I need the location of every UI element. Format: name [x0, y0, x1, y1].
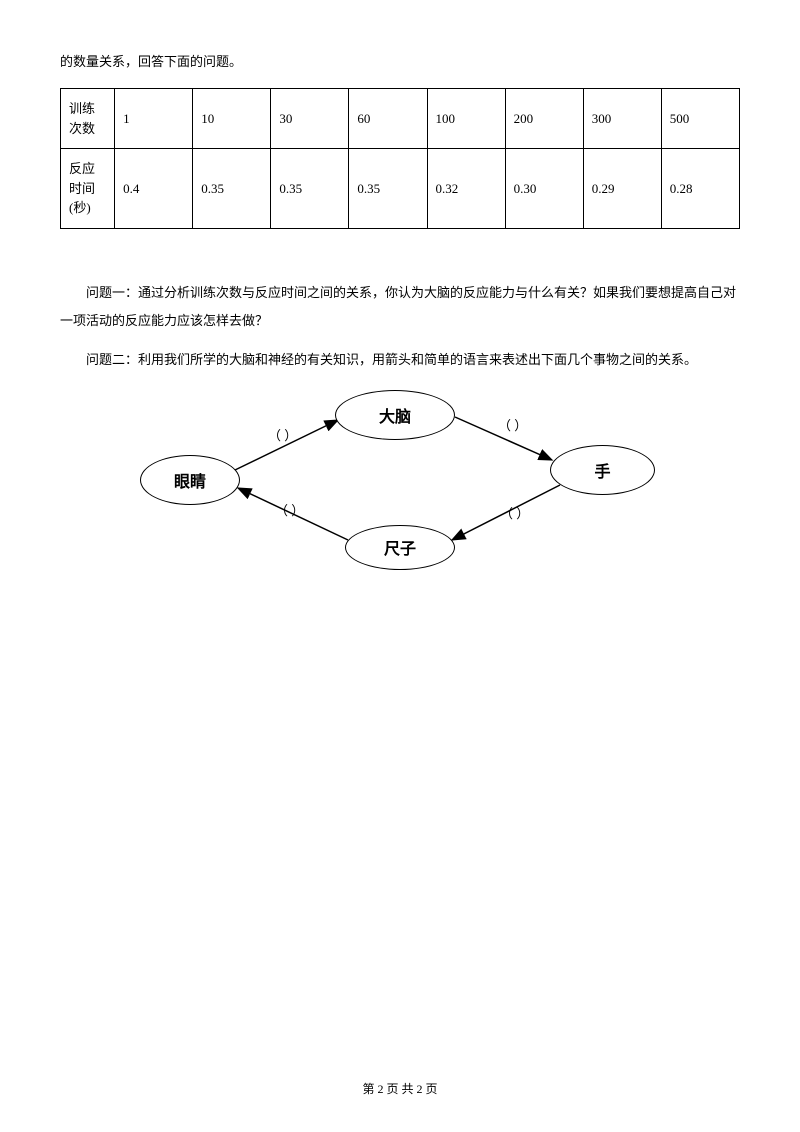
node-eye: 眼睛: [140, 455, 240, 505]
blank-ruler-eye: （ ）: [275, 500, 304, 519]
blank-hand-ruler: （ ）: [500, 503, 529, 522]
table-row: 反应时间(秒) 0.4 0.35 0.35 0.35 0.32 0.30 0.2…: [61, 149, 740, 229]
table-cell: 500: [661, 89, 739, 149]
node-brain: 大脑: [335, 390, 455, 440]
table-cell: 0.28: [661, 149, 739, 229]
table-cell: 1: [115, 89, 193, 149]
table-cell: 100: [427, 89, 505, 149]
table-cell: 0.32: [427, 149, 505, 229]
question-1-text: 问题一：通过分析训练次数与反应时间之间的关系，你认为大脑的反应能力与什么有关？如…: [60, 285, 736, 329]
table-cell: 200: [505, 89, 583, 149]
table-cell: 0.30: [505, 149, 583, 229]
node-hand: 手: [550, 445, 655, 495]
table-cell: 30: [271, 89, 349, 149]
table-cell: 10: [193, 89, 271, 149]
footer-prefix: 第: [362, 1082, 377, 1096]
table-cell: 0.29: [583, 149, 661, 229]
footer-suffix: 页: [423, 1082, 438, 1096]
data-table: 训练次数 1 10 30 60 100 200 300 500 反应时间(秒) …: [60, 88, 740, 229]
table-cell: 60: [349, 89, 427, 149]
node-ruler: 尺子: [345, 525, 455, 570]
page-footer: 第 2 页 共 2 页: [0, 1080, 800, 1097]
table-cell: 0.35: [193, 149, 271, 229]
relationship-diagram: 眼睛 大脑 尺子 手 （ ） （ ） （ ） （ ）: [120, 385, 680, 585]
table-cell: 0.35: [349, 149, 427, 229]
blank-brain-hand: （ ）: [498, 415, 527, 434]
question-1-line1: 问题一：通过分析训练次数与反应时间之间的关系，你认为大脑的反应能力与什么有关？如…: [60, 279, 740, 336]
table-row: 训练次数 1 10 30 60 100 200 300 500: [61, 89, 740, 149]
row-header-2: 反应时间(秒): [61, 149, 115, 229]
row-header-1: 训练次数: [61, 89, 115, 149]
table-cell: 0.4: [115, 149, 193, 229]
table-cell: 0.35: [271, 149, 349, 229]
question-2: 问题二：利用我们所学的大脑和神经的有关知识，用箭头和简单的语言来表述出下面几个事…: [60, 346, 740, 375]
blank-eye-brain: （ ）: [268, 425, 297, 444]
intro-text: 的数量关系，回答下面的问题。: [60, 50, 740, 73]
table-cell: 300: [583, 89, 661, 149]
footer-middle: 页 共: [383, 1082, 416, 1096]
